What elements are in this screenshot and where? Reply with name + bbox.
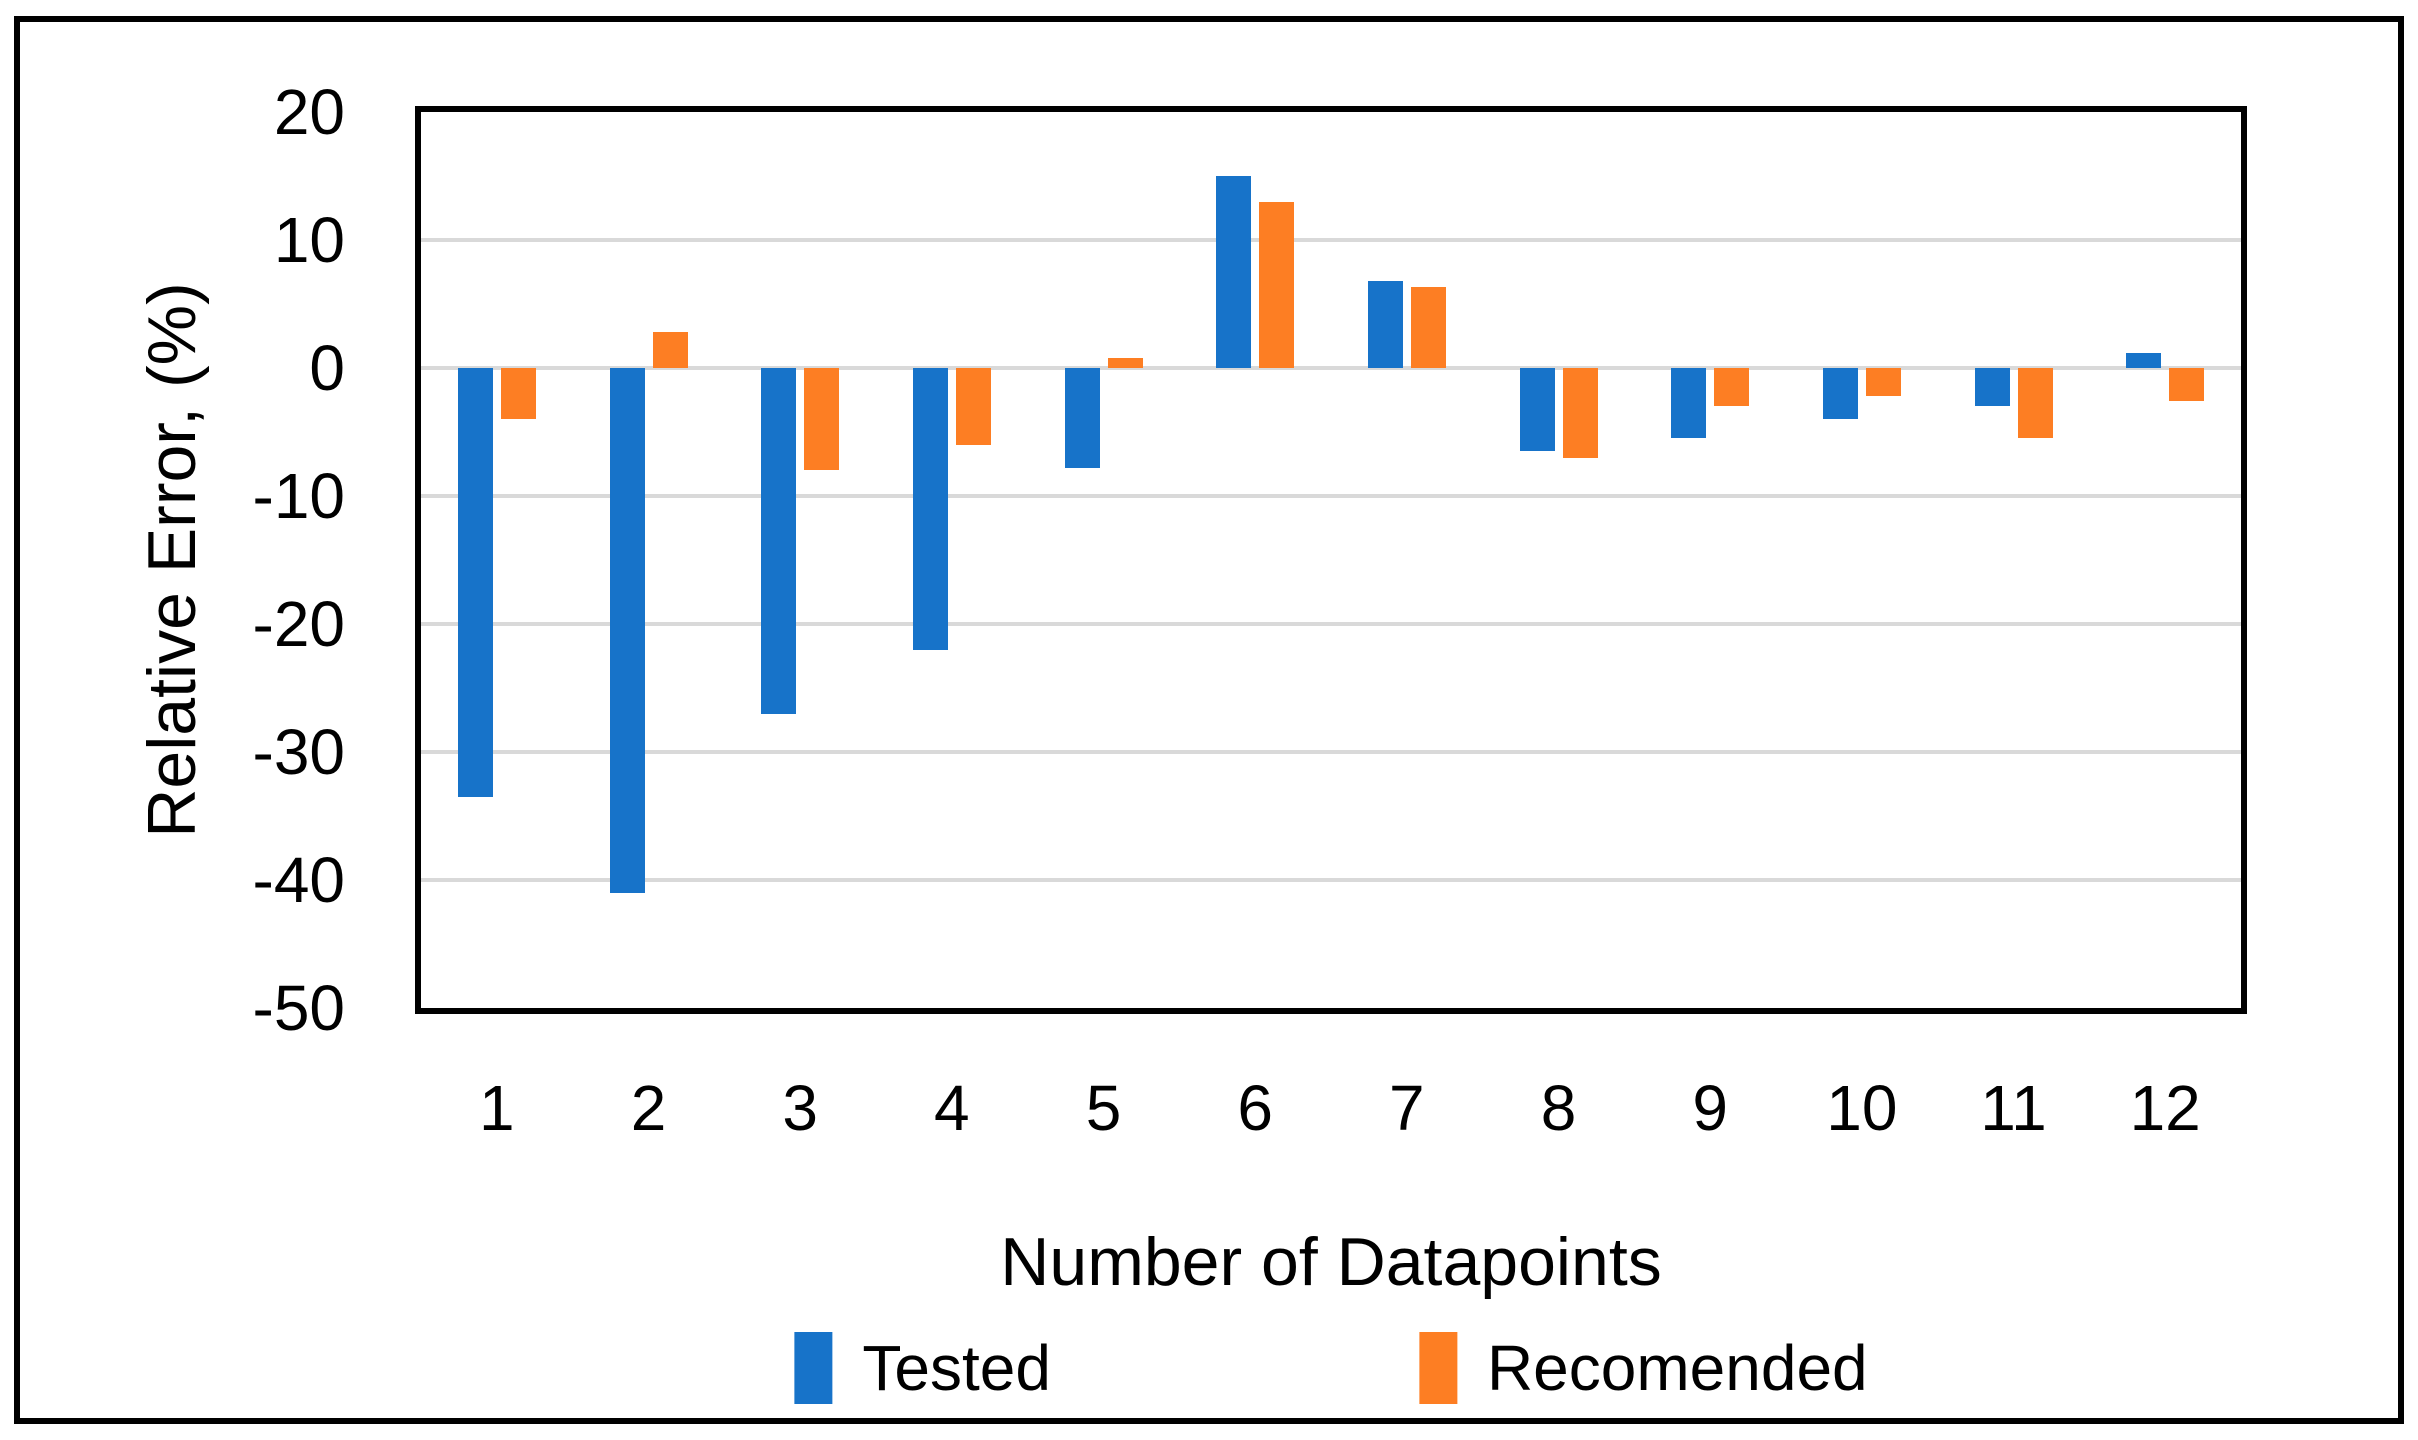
y-tick-label--20: -20 — [252, 588, 346, 660]
bar-tested-7 — [1367, 280, 1403, 368]
gridline--20 — [421, 622, 2241, 626]
x-tick-label-10: 10 — [1826, 1072, 1898, 1144]
y-tick-label--50: -50 — [252, 972, 346, 1044]
bar-tested-4 — [912, 368, 948, 650]
bar-tested-11 — [1974, 368, 2010, 407]
bar-tested-12 — [2126, 352, 2162, 368]
x-axis-title: Number of Datapoints — [1000, 1224, 1662, 1300]
bar-recomended-12 — [2169, 368, 2205, 402]
x-tick-label-7: 7 — [1389, 1072, 1425, 1144]
legend-label-tested: Tested — [862, 1332, 1051, 1404]
bar-recomended-11 — [2017, 368, 2053, 439]
legend-entry-recomended: Recomended — [1418, 1332, 1868, 1404]
x-tick-label-11: 11 — [1980, 1072, 2047, 1144]
x-tick-label-5: 5 — [1085, 1072, 1122, 1144]
bar-tested-2 — [609, 368, 645, 893]
bar-tested-5 — [1064, 368, 1100, 468]
y-axis-title: Relative Error, (%) — [134, 282, 210, 838]
y-tick-label--40: -40 — [252, 844, 346, 916]
x-tick-label-3: 3 — [782, 1072, 818, 1144]
bar-recomended-7 — [1410, 287, 1446, 368]
bar-recomended-3 — [804, 368, 840, 471]
y-tick-label-20: 20 — [273, 76, 345, 148]
recomended-series-swatch-icon — [1418, 1332, 1457, 1404]
bar-recomended-4 — [955, 368, 991, 445]
x-tick-label-1: 1 — [479, 1072, 515, 1144]
bar-tested-8 — [1519, 368, 1555, 452]
x-tick-label-8: 8 — [1540, 1072, 1577, 1144]
plot-area — [415, 106, 2247, 1014]
y-tick-label-10: 10 — [273, 204, 345, 276]
x-tick-label-6: 6 — [1237, 1072, 1273, 1144]
gridline--40 — [421, 878, 2241, 882]
figure-border — [14, 16, 2404, 1424]
legend: Tested Recomended — [794, 1332, 1868, 1404]
gridline--10 — [421, 494, 2241, 498]
bar-tested-3 — [761, 368, 797, 714]
bar-tested-1 — [457, 368, 493, 797]
bar-recomended-1 — [500, 368, 536, 420]
gridline-10 — [421, 238, 2241, 242]
tested-series-swatch-icon — [794, 1332, 833, 1404]
gridline-0 — [421, 366, 2241, 370]
bar-tested-10 — [1822, 368, 1858, 420]
bar-recomended-10 — [1865, 368, 1901, 397]
x-tick-label-12: 12 — [2129, 1072, 2201, 1144]
x-tick-label-2: 2 — [630, 1072, 667, 1144]
bar-tested-6 — [1216, 176, 1252, 368]
x-tick-label-4: 4 — [934, 1072, 970, 1144]
bar-recomended-8 — [1562, 368, 1598, 458]
y-tick-label-0: 0 — [309, 332, 345, 404]
y-tick-label--30: -30 — [252, 716, 346, 788]
bar-tested-9 — [1671, 368, 1707, 439]
bar-recomended-5 — [1107, 357, 1143, 368]
x-tick-label-9: 9 — [1692, 1072, 1728, 1144]
legend-label-recomended: Recomended — [1486, 1332, 1868, 1404]
y-tick-label--10: -10 — [252, 460, 346, 532]
bar-recomended-2 — [652, 332, 688, 368]
legend-entry-tested: Tested — [794, 1332, 1051, 1404]
gridline--30 — [421, 750, 2241, 754]
bar-recomended-6 — [1259, 201, 1295, 368]
bar-recomended-9 — [1714, 368, 1750, 407]
